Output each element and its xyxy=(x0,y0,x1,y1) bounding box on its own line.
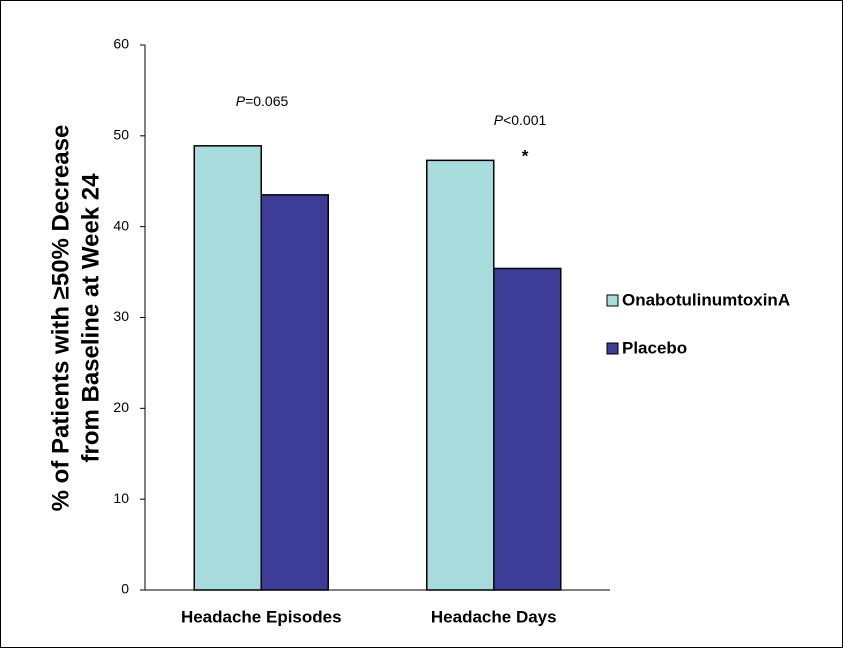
annotation-text: =0.065 xyxy=(245,93,288,109)
annotation: P=0.065 xyxy=(236,93,289,109)
legend-label: Placebo xyxy=(622,338,687,357)
bar xyxy=(493,267,562,591)
bar xyxy=(426,159,495,591)
annotation-marker: * xyxy=(522,146,529,165)
x-tick-label: Headache Episodes xyxy=(181,607,342,626)
y-axis-title: % of Patients with ≥50% Decrease from Ba… xyxy=(47,125,104,512)
y-tick-label: 60 xyxy=(113,36,129,52)
annotation-italic: P xyxy=(494,112,504,128)
y-tick-label: 20 xyxy=(113,399,129,415)
y-axis-title-line: from Baseline at Week 24 xyxy=(77,173,104,463)
bar xyxy=(260,194,329,591)
legend-swatch xyxy=(606,342,619,355)
legend-swatch xyxy=(606,294,619,307)
y-tick-label: 40 xyxy=(113,217,129,233)
annotation-italic: P xyxy=(236,93,246,109)
legend-label: OnabotulinumtoxinA xyxy=(622,290,790,309)
annotation: P<0.001 xyxy=(494,112,547,128)
y-axis-title-line: % of Patients with ≥50% Decrease xyxy=(47,125,74,512)
y-tick-label: 0 xyxy=(121,581,129,597)
y-tick-label: 30 xyxy=(113,308,129,324)
x-tick-label: Headache Days xyxy=(431,607,557,626)
bar xyxy=(193,145,262,591)
annotation-text: <0.001 xyxy=(503,112,546,128)
y-tick-label: 10 xyxy=(113,490,129,506)
y-tick-label: 50 xyxy=(113,127,129,143)
